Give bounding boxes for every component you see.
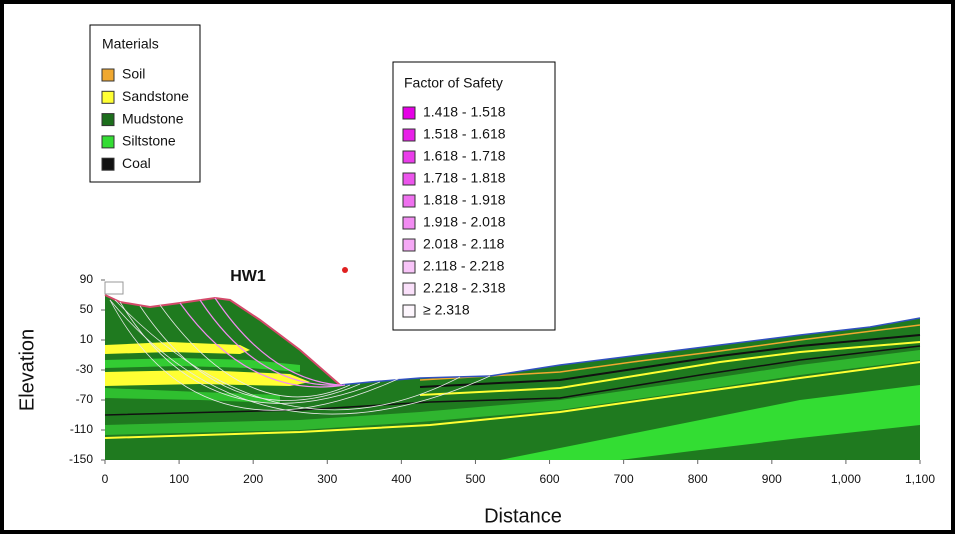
chart: HW1 Distance Elevation Materials Factor …: [0, 0, 955, 534]
x-tick-label: 1,000: [831, 472, 861, 486]
legend-swatch: [403, 107, 415, 119]
legend-swatch: [403, 151, 415, 163]
legend-swatch: [403, 129, 415, 141]
legend-label: 1.418 - 1.518: [423, 104, 506, 120]
x-tick-label: 500: [465, 472, 485, 486]
legend-label: 2.018 - 2.118: [423, 236, 505, 252]
legend-label: 2.118 - 2.218: [423, 258, 505, 274]
legend-label: 2.218 - 2.318: [423, 280, 506, 296]
legend-swatch: [102, 158, 114, 170]
legend-label: 1.818 - 1.918: [423, 192, 506, 208]
x-tick-label: 700: [614, 472, 634, 486]
legend-swatch: [403, 217, 415, 229]
legend-label: Siltstone: [122, 133, 176, 149]
legend-swatch: [102, 136, 114, 148]
x-tick-label: 300: [317, 472, 337, 486]
legend-swatch: [403, 239, 415, 251]
y-tick-label: -30: [76, 362, 94, 376]
legend-label: 1.518 - 1.618: [423, 126, 506, 142]
legend-swatch: [403, 195, 415, 207]
legend-label: 1.718 - 1.818: [423, 170, 506, 186]
x-tick-label: 800: [688, 472, 708, 486]
y-tick-label: -70: [76, 392, 94, 406]
x-tick-label: 100: [169, 472, 189, 486]
x-axis-label: Distance: [484, 505, 562, 527]
x-tick-label: 900: [762, 472, 782, 486]
y-tick-label: -110: [70, 422, 93, 436]
legend-swatch: [102, 69, 114, 81]
y-tick-label: 10: [80, 332, 94, 346]
legend-label: Soil: [122, 66, 145, 82]
legend-swatch: [403, 173, 415, 185]
x-tick-label: 600: [540, 472, 560, 486]
legend-label: ≥ 2.318: [423, 302, 470, 318]
slip-center: [342, 267, 348, 273]
legend-swatch: [102, 91, 114, 103]
y-tick-label: 50: [80, 302, 94, 316]
y-tick-label: -150: [69, 452, 93, 466]
legend-label: Sandstone: [122, 88, 189, 104]
x-tick-label: 1,100: [905, 472, 935, 486]
legend-label: Coal: [122, 155, 151, 171]
legend-swatch: [403, 261, 415, 273]
legend-swatch: [403, 305, 415, 317]
legend-swatch: [403, 283, 415, 295]
y-axis-label: Elevation: [16, 329, 38, 411]
legend-title: Factor of Safety: [404, 75, 503, 91]
x-tick-label: 400: [391, 472, 411, 486]
legend-label: Mudstone: [122, 110, 184, 126]
legend-label: 1.618 - 1.718: [423, 148, 506, 164]
legend-label: 1.918 - 2.018: [423, 214, 506, 230]
legend-swatch: [102, 114, 114, 126]
annotation: HW1: [230, 268, 266, 285]
y-tick-label: 90: [80, 272, 94, 286]
legend-title: Materials: [102, 36, 159, 52]
x-tick-label: 200: [243, 472, 263, 486]
x-tick-label: 0: [102, 472, 109, 486]
